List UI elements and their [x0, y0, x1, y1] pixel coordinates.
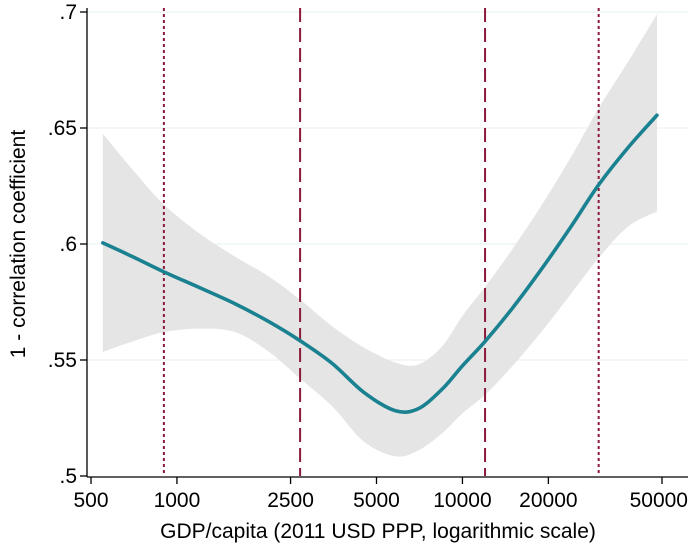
- axes: [80, 8, 688, 484]
- y-tick-label: .5: [59, 465, 77, 488]
- confidence-band-layer: [102, 14, 657, 457]
- tick-labels: .5 .55 .6 .65 .7 500 1000 2500 5000 10000 20000 500…: [48, 1, 688, 512]
- x-tick-label: 500: [73, 489, 108, 512]
- fitted-line: [101, 113, 659, 414]
- x-axis-title: GDP/capita (2011 USD PPP, logarithmic sc…: [160, 520, 596, 543]
- y-tick-label: .55: [48, 349, 77, 372]
- x-tick-label: 5000: [353, 489, 400, 512]
- x-tick-label: 20000: [519, 489, 577, 512]
- y-tick-label: .65: [48, 117, 77, 140]
- y-tick-label: .7: [59, 1, 77, 24]
- x-tick-label: 1000: [154, 489, 201, 512]
- reference-lines-layer: [162, 8, 600, 476]
- confidence-band: [102, 14, 657, 457]
- x-tick-label: 50000: [630, 489, 688, 512]
- x-tick-label: 10000: [433, 489, 491, 512]
- x-tick-label: 2500: [267, 489, 314, 512]
- y-tick-label: .6: [59, 233, 77, 256]
- fitted-line-layer: [101, 113, 659, 414]
- y-axis-title: 1 - correlation coefficient: [7, 130, 30, 359]
